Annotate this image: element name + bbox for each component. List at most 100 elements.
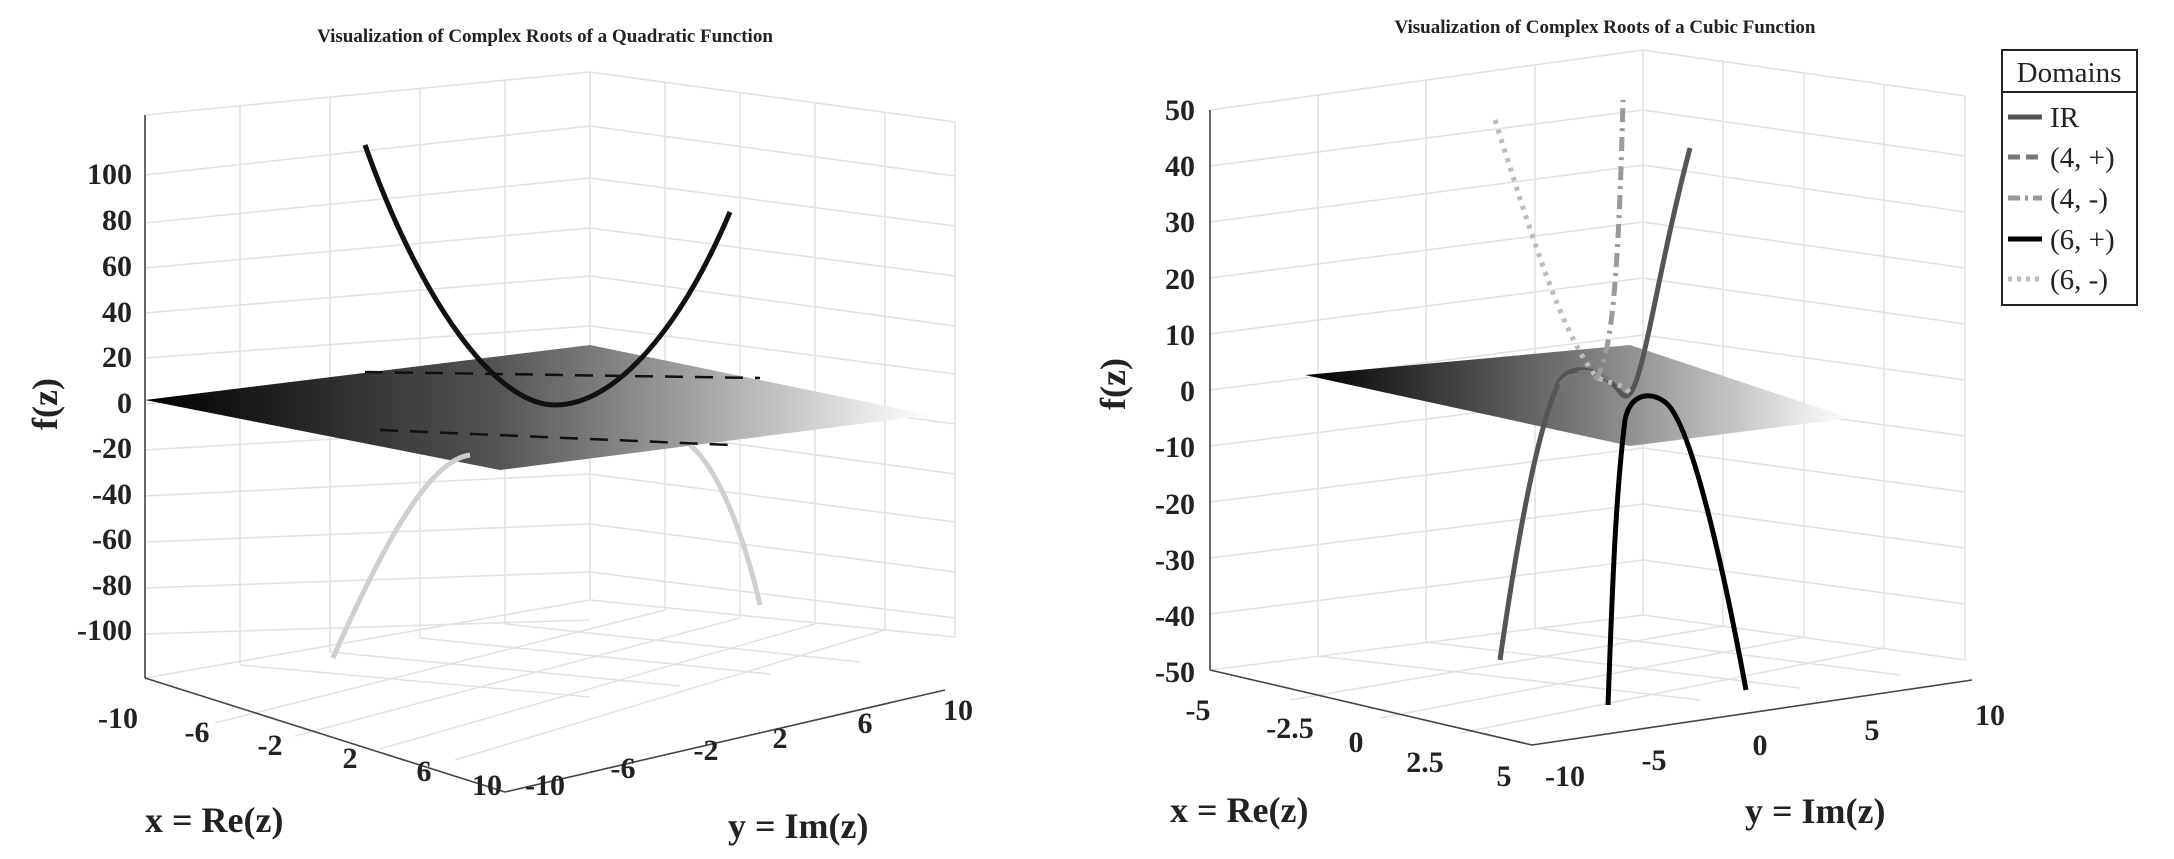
quadratic-y-tick: 6 xyxy=(858,707,873,740)
quadratic-imag-curve xyxy=(330,443,763,660)
quadratic-x-tick: -2 xyxy=(258,729,283,762)
quadratic-y-tick: 2 xyxy=(773,722,788,755)
quadratic-x-ticks: -10 -6 -2 2 6 10 xyxy=(98,702,502,802)
cubic-y-tick: -5 xyxy=(1642,744,1667,777)
cubic-x-tick: -2.5 xyxy=(1266,712,1314,745)
legend-label-4-plus: (4, +) xyxy=(2050,142,2115,174)
cubic-z-tick: -30 xyxy=(1155,544,1195,577)
cubic-x-axis-line xyxy=(1209,669,1533,746)
cubic-z-axis-label: f(z) xyxy=(1093,358,1133,410)
quadratic-z-grid xyxy=(589,325,956,375)
quadratic-x-axis-line xyxy=(144,677,506,793)
cubic-z-tick: 40 xyxy=(1165,150,1195,183)
quadratic-y-axis-label: y = Im(z) xyxy=(728,806,868,846)
quadratic-z-ticks: 100 80 60 40 20 0 -20 -40 -60 -80 -100 xyxy=(77,158,132,647)
quadratic-y-tick: -2 xyxy=(694,734,719,767)
cubic-x-tick: 2.5 xyxy=(1406,746,1444,779)
quadratic-floor-grid xyxy=(294,617,741,737)
quadratic-chart-title: Visualization of Complex Roots of a Quad… xyxy=(317,26,773,47)
quadratic-z-grid xyxy=(589,571,956,619)
cubic-series-4-minus xyxy=(1592,99,1626,382)
legend-label-6-plus: (6, +) xyxy=(2050,224,2115,256)
quadratic-z-tick: -40 xyxy=(92,478,132,511)
quadratic-z-grid xyxy=(589,275,956,327)
quadratic-z-grid xyxy=(144,523,591,543)
cubic-y-tick: 5 xyxy=(1865,714,1880,747)
cubic-y-ticks: -10 -5 0 5 10 xyxy=(1545,699,2005,793)
quadratic-y-tick: -6 xyxy=(611,752,636,785)
quadratic-x-tick: 6 xyxy=(417,755,432,788)
cubic-y-tick: -10 xyxy=(1545,760,1585,793)
quadratic-chart: Visualization of Complex Roots of a Quad… xyxy=(25,26,973,846)
quadratic-z-tick: 40 xyxy=(102,296,132,329)
quadratic-x-tick: 10 xyxy=(472,769,502,802)
cubic-x-ticks: -5 -2.5 0 2.5 5 xyxy=(1186,694,1512,793)
cubic-z-tick: -20 xyxy=(1155,488,1195,521)
quadratic-z-grid xyxy=(144,275,591,314)
quadratic-z-grid xyxy=(589,523,956,573)
cubic-z0-plane xyxy=(1305,345,1850,446)
cubic-floor-grid xyxy=(1459,647,1885,734)
quadratic-y-ticks: -10 -6 -2 2 6 10 xyxy=(525,694,973,802)
cubic-y-tick: 10 xyxy=(1975,699,2005,732)
quadratic-z0-plane xyxy=(145,345,930,470)
quadratic-z-grid xyxy=(144,325,591,359)
quadratic-real-curve xyxy=(362,144,733,408)
cubic-chart-title: Visualization of Complex Roots of a Cubi… xyxy=(1394,17,1815,38)
quadratic-y-axis-line xyxy=(504,689,946,793)
quadratic-real-axis-dashed xyxy=(364,370,761,380)
quadratic-z-grid xyxy=(144,473,591,497)
cubic-z-tick: 0 xyxy=(1180,375,1195,408)
legend-label-6-minus: (6, -) xyxy=(2050,264,2108,296)
quadratic-z-tick: 60 xyxy=(102,250,132,283)
cubic-chart: Visualization of Complex Roots of a Cubi… xyxy=(1093,17,2138,831)
quadratic-z-tick: -80 xyxy=(92,569,132,602)
cubic-series-6-plus xyxy=(1605,393,1749,706)
cubic-x-axis-label: x = Re(z) xyxy=(1170,790,1308,830)
cubic-x-tick: -5 xyxy=(1186,694,1211,727)
cubic-z-ticks: 50 40 30 20 10 0 -10 -20 -30 -40 -50 xyxy=(1155,94,1195,689)
quadratic-z-grid xyxy=(144,227,591,269)
quadratic-x-tick: 2 xyxy=(343,742,358,775)
quadratic-z-tick: -20 xyxy=(92,432,132,465)
cubic-floor-grid xyxy=(1379,636,1805,719)
quadratic-z-tick: -100 xyxy=(77,614,132,647)
quadratic-z-grid xyxy=(144,177,591,224)
quadratic-z-grid xyxy=(589,473,956,523)
cubic-z-tick: 50 xyxy=(1165,94,1195,127)
cubic-z-tick: -40 xyxy=(1155,600,1195,633)
quadratic-z-tick: 20 xyxy=(102,341,132,374)
legend-label-ir: IR xyxy=(2050,102,2080,134)
quadratic-z-tick: 0 xyxy=(117,387,132,420)
quadratic-z-grid xyxy=(144,619,591,635)
quadratic-z-tick: -60 xyxy=(92,523,132,556)
cubic-floor-grid xyxy=(1317,655,1701,701)
legend-label-4-minus: (4, -) xyxy=(2050,183,2108,215)
quadratic-floor-grid xyxy=(504,623,861,663)
quadratic-x-tick: -6 xyxy=(185,716,210,749)
cubic-z-tick: 10 xyxy=(1165,319,1195,352)
cubic-x-tick: 0 xyxy=(1349,726,1364,759)
cubic-floor-grid xyxy=(1425,641,1801,689)
cubic-floor-grid xyxy=(1534,627,1901,676)
cubic-y-axis-label: y = Im(z) xyxy=(1745,791,1885,831)
quadratic-z-grid xyxy=(589,227,956,277)
cubic-legend: Domains IR (4, +) (4, -) (6, +) (6, -) xyxy=(2001,49,2138,306)
quadratic-x-tick: -10 xyxy=(98,702,138,735)
cubic-z-tick: 30 xyxy=(1165,206,1195,239)
cubic-y-axis-line xyxy=(1531,679,1973,746)
cubic-y-tick: 0 xyxy=(1753,729,1768,762)
cubic-z-tick: -50 xyxy=(1155,656,1195,689)
cubic-floor-grid xyxy=(1289,625,1724,701)
cubic-z-tick: -10 xyxy=(1155,431,1195,464)
quadratic-y-tick: -10 xyxy=(525,769,565,802)
quadratic-z-axis-label: f(z) xyxy=(25,378,65,430)
quadratic-z-grid xyxy=(589,177,956,227)
quadratic-floor-grid xyxy=(239,664,591,698)
quadratic-gridlines xyxy=(144,71,956,761)
quadratic-y-tick: 10 xyxy=(943,694,973,727)
quadratic-x-axis-label: x = Re(z) xyxy=(145,800,283,840)
quadratic-z-grid xyxy=(589,125,956,177)
legend-title: Domains xyxy=(2017,57,2122,89)
